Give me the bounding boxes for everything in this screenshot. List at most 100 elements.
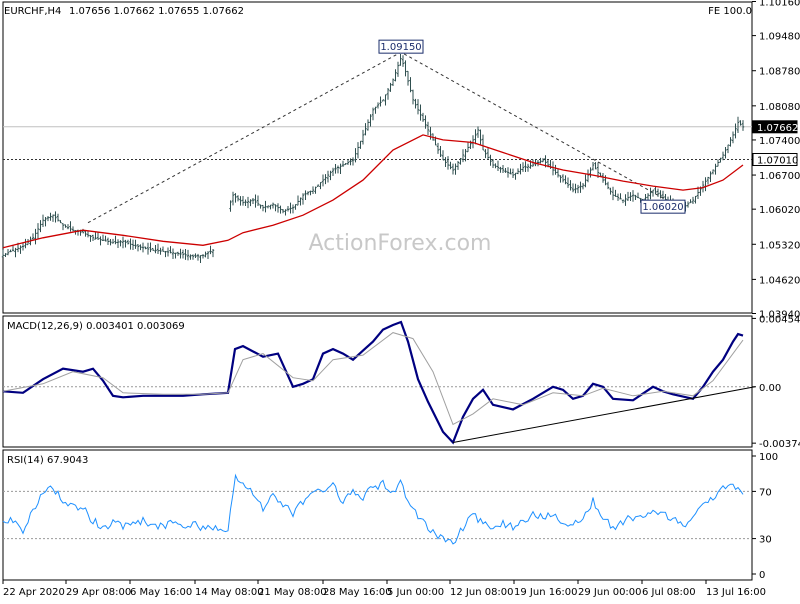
ohlc-bar — [164, 251, 167, 258]
price-marker-label: 1.07010 — [757, 156, 798, 167]
ohlc-bar — [106, 237, 110, 245]
ohlc-bar — [581, 182, 585, 190]
ohlc-bar — [356, 142, 360, 159]
ohlc-bar — [171, 248, 175, 260]
annotation-label: 1.09150 — [380, 42, 421, 53]
ohlc-bar — [556, 168, 560, 178]
ohlc-bar — [21, 242, 25, 251]
ohlc-bar — [564, 175, 567, 185]
ohlc-bar — [401, 55, 405, 67]
ohlc-bar — [34, 228, 37, 245]
ohlc-bar — [714, 163, 717, 175]
ohlc-bar — [91, 234, 95, 241]
x-tick-label: 5 Jun 00:00 — [387, 587, 444, 598]
ohlc-bar — [119, 240, 122, 247]
ohlc-bar — [139, 244, 142, 251]
ohlc-bar — [591, 161, 595, 171]
ohlc-bar — [114, 235, 117, 245]
macd-tick-label: 0.00454 — [759, 314, 800, 325]
ohlc-bar — [61, 223, 65, 231]
ohlc-bar — [634, 194, 637, 201]
ohlc-bar — [326, 170, 330, 183]
ohlc-bar — [734, 123, 737, 139]
ohlc-bar — [501, 164, 505, 173]
ohlc-bar — [479, 129, 482, 146]
ohlc-bar — [576, 184, 580, 194]
ohlc-bar — [504, 168, 507, 173]
ohlc-bar — [156, 243, 160, 254]
ohlc-bar — [429, 126, 432, 140]
ohlc-bar — [9, 249, 12, 253]
ohlc-bar — [324, 174, 327, 185]
ohlc-bar — [334, 164, 337, 174]
ohlc-bar — [539, 157, 542, 164]
ohlc-bar — [6, 249, 10, 256]
price-tick-label: 1.06020 — [759, 205, 800, 216]
ohlc-bar — [176, 251, 180, 256]
ohlc-bar — [636, 192, 640, 199]
macd-series-macd — [2, 320, 744, 445]
ohlc-bar — [96, 232, 100, 240]
ohlc-bar — [506, 167, 510, 178]
price-marker-label: 1.07662 — [757, 123, 798, 134]
ohlc-bar — [574, 183, 577, 194]
fe-label: FE 100.0 — [708, 6, 752, 17]
ohlc-bar — [59, 220, 62, 224]
ohlc-bar — [39, 220, 42, 233]
price-tick-label: 1.08080 — [759, 102, 800, 113]
ohlc-bar — [444, 157, 447, 167]
annotation-box — [378, 39, 424, 54]
ohlc-bar — [351, 157, 355, 166]
ohlc-bar — [589, 167, 592, 178]
rsi-tick-label: 70 — [759, 487, 772, 498]
ohlc-bar — [621, 199, 625, 204]
x-tick-label: 29 Jun 00:00 — [578, 587, 642, 598]
ohlc-bar — [491, 159, 495, 169]
ohlc-bar — [211, 249, 215, 258]
ohlc-bar — [284, 209, 287, 216]
ohlc-bar — [254, 194, 257, 208]
x-axis: 22 Apr 2020 29 Apr 08:006 May 16:00 14 May… — [2, 580, 766, 598]
ohlc-bar — [611, 186, 615, 201]
ohlc-bar — [14, 247, 17, 258]
ohlc-bar — [299, 197, 302, 206]
ohlc-bar — [516, 168, 520, 175]
ohlc-bar — [179, 248, 182, 259]
price-tick-label: 1.05320 — [759, 240, 800, 251]
ohlc-bar — [361, 129, 365, 145]
x-tick-label: 19 Jun 16:00 — [514, 587, 578, 598]
price-panel: 1.10160 1.09480 1.08780 1.08080 1.07400 1.067… — [1, 0, 800, 321]
ohlc-bar — [721, 151, 725, 161]
rsi-tick-label: 100 — [759, 452, 778, 463]
ohlc-bar — [206, 251, 210, 259]
ohlc-bar — [349, 158, 352, 166]
ohlc-bar — [604, 175, 607, 186]
ohlc-bar — [24, 238, 27, 249]
ohlc-bar — [196, 253, 200, 261]
ohlc-bar — [269, 204, 272, 210]
ohlc-bar — [84, 230, 87, 237]
ohlc-bar — [489, 154, 492, 166]
rsi-panel: 100 70 30 0 RSI(14) 67.9043 — [2, 449, 778, 581]
price-tick-label: 1.10160 — [759, 0, 800, 8]
ohlc-bar — [369, 114, 372, 127]
ohlc-bar — [161, 246, 165, 252]
x-tick-label: 29 Apr 08:00 — [66, 587, 131, 598]
ohlc-bar — [409, 77, 412, 93]
ohlc-bar — [569, 180, 572, 191]
ohlc-bar — [719, 157, 722, 163]
ohlc-bar — [526, 163, 530, 172]
ohlc-bar — [366, 119, 370, 131]
ohlc-bar — [54, 211, 57, 223]
ohlc-bar — [606, 181, 610, 190]
ohlc-bar — [694, 195, 697, 204]
ohlc-bar — [614, 189, 617, 197]
ohlc-bar — [651, 189, 655, 197]
ohlc-bar — [726, 144, 730, 154]
ohlc-bar — [314, 186, 317, 194]
ohlc-bar — [741, 120, 745, 131]
ohlc-bar — [279, 205, 282, 214]
ohlc-bar — [136, 244, 140, 252]
ohlc-bar — [474, 129, 477, 145]
ohlc-bar — [66, 224, 70, 230]
